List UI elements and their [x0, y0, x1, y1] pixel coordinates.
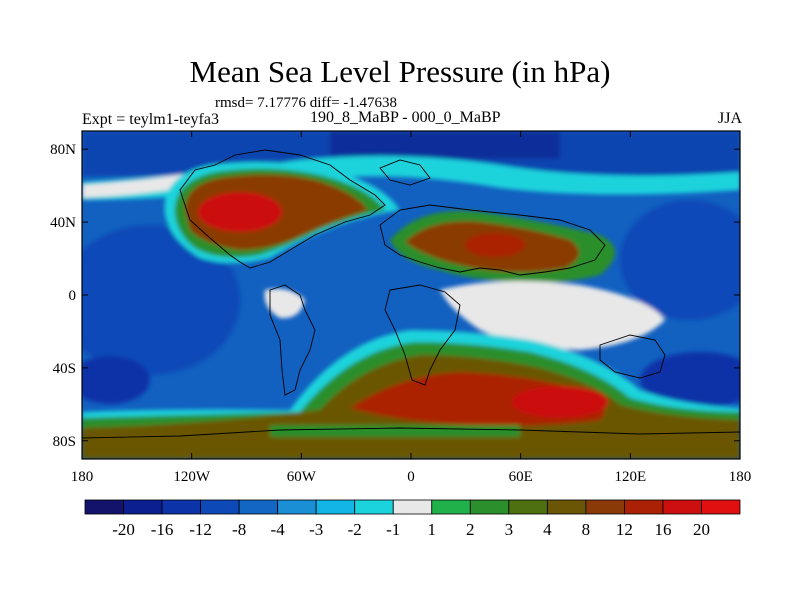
- colorbar-swatch: [508, 499, 548, 515]
- stats-label: rmsd= 7.17776 diff= -1.47638: [215, 95, 398, 111]
- north-america-high-core: [198, 192, 282, 232]
- colorbar-label: 4: [543, 520, 552, 539]
- chart-title: Mean Sea Level Pressure (in hPa): [189, 54, 611, 89]
- colorbar-swatch: [585, 499, 625, 515]
- colorbar-swatch: [469, 499, 510, 515]
- x-tick-label: 120W: [173, 469, 211, 485]
- colorbar-label: 16: [654, 520, 671, 539]
- tropical-neutral-region: [440, 281, 665, 350]
- y-tick-label: 0: [69, 288, 77, 304]
- colorbar-swatch: [84, 499, 124, 515]
- x-tick-label: 0: [407, 469, 415, 485]
- colorbar-label: 2: [466, 520, 475, 539]
- colorbar-swatch: [238, 499, 279, 515]
- y-tick-label: 80S: [53, 434, 76, 450]
- x-tick-label: 180: [71, 469, 94, 485]
- coastline-eurasia: [379, 204, 606, 276]
- colorbar-label: -4: [271, 520, 286, 539]
- y-tick-label: 40S: [53, 361, 76, 377]
- arctic-low-core: [330, 131, 560, 159]
- colorbar-label: 1: [428, 520, 437, 539]
- colorbar-swatch: [354, 499, 394, 515]
- eurasia-high-core: [465, 233, 525, 257]
- west-pacific-low-region: [620, 200, 740, 320]
- coastline-africa: [384, 284, 461, 386]
- colorbar-swatch: [392, 499, 433, 515]
- colorbar-label: -12: [189, 520, 212, 539]
- southern-low-west: [82, 356, 150, 404]
- coastlines: [82, 149, 740, 439]
- colorbar-label: 8: [582, 520, 591, 539]
- coastline-greenland: [379, 159, 431, 186]
- experiment-label: Expt = teylm1-teyfa3: [82, 111, 219, 128]
- colorbar: -20 -16 -12 -8 -4 -3 -2 -1 1 2 3 4 8 12 16 20: [84, 499, 741, 539]
- coastline-north-america: [179, 149, 386, 269]
- map-plot-area: [82, 131, 740, 459]
- colorbar-swatch: [161, 499, 201, 515]
- southern-low-east: [640, 352, 740, 408]
- x-tick-label: 60W: [287, 469, 317, 485]
- coastline-australia: [599, 334, 666, 379]
- colorbar-label: -1: [386, 520, 400, 539]
- colorbar-swatch: [315, 499, 356, 515]
- colorbar-label: 20: [693, 520, 710, 539]
- colorbar-swatch: [624, 499, 664, 515]
- x-tick-label: 120E: [614, 469, 646, 485]
- colorbar-swatch: [546, 499, 587, 515]
- colorbar-label: 12: [616, 520, 633, 539]
- x-tick-label: 60E: [509, 469, 533, 485]
- y-tick-label: 80N: [50, 142, 76, 158]
- colorbar-swatch: [662, 499, 702, 515]
- colorbar-swatch: [701, 499, 741, 515]
- y-axis: 80N 40N 0 40S 80S: [50, 142, 740, 450]
- south-america-neutral-region: [264, 288, 305, 319]
- antarctic-green-patch: [270, 425, 520, 437]
- colorbar-swatch: [431, 499, 471, 515]
- x-axis: 180 120W 60W 0 60E 120E 180: [71, 131, 752, 485]
- colorbar-swatch: [200, 499, 240, 515]
- southern-high-core: [512, 386, 608, 418]
- colorbar-label: -16: [151, 520, 174, 539]
- coastline-south-america: [269, 284, 316, 396]
- pacific-low-region: [82, 225, 240, 375]
- colorbar-swatch: [277, 499, 317, 515]
- colorbar-label: 3: [505, 520, 514, 539]
- coastline-antarctica: [82, 427, 740, 439]
- season-label: JJA: [717, 110, 742, 127]
- colorbar-label: -2: [348, 520, 362, 539]
- colorbar-swatch: [123, 499, 163, 515]
- y-tick-label: 40N: [50, 215, 76, 231]
- colorbar-label: -8: [232, 520, 246, 539]
- period-label: 190_8_MaBP - 000_0_MaBP: [310, 109, 501, 126]
- colorbar-label: -3: [309, 520, 323, 539]
- colorbar-label: -20: [112, 520, 135, 539]
- x-tick-label: 180: [729, 469, 752, 485]
